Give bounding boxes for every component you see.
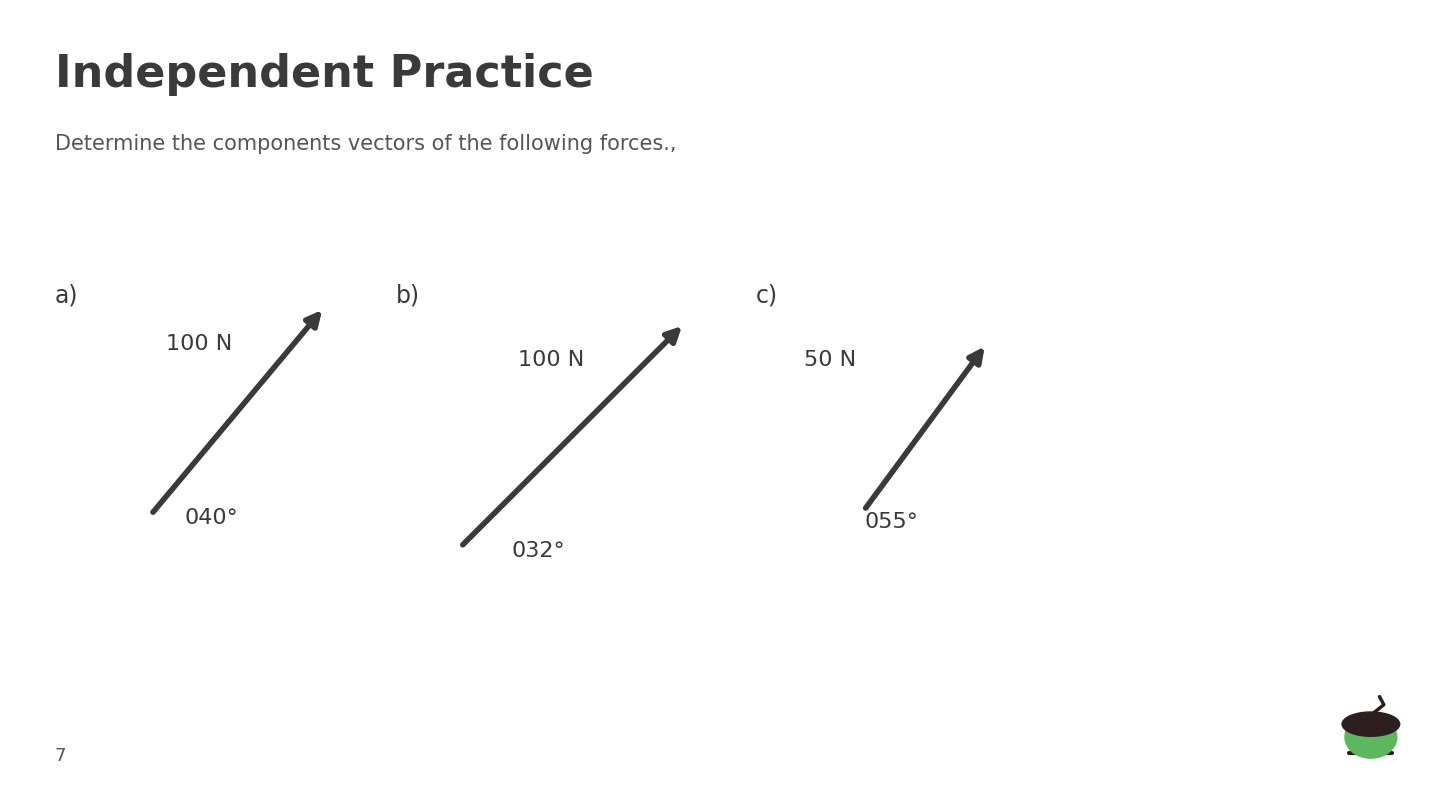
- Text: 100 N: 100 N: [518, 351, 585, 370]
- Ellipse shape: [1342, 712, 1400, 736]
- Text: 032°: 032°: [511, 541, 564, 561]
- Text: 50 N: 50 N: [804, 351, 855, 370]
- Text: 040°: 040°: [184, 509, 238, 528]
- Text: a): a): [55, 284, 78, 308]
- Text: c): c): [756, 284, 778, 308]
- Text: 055°: 055°: [864, 513, 917, 532]
- Text: Independent Practice: Independent Practice: [55, 53, 593, 96]
- Text: b): b): [396, 284, 420, 308]
- Ellipse shape: [1345, 716, 1397, 758]
- Text: 100 N: 100 N: [166, 335, 232, 354]
- Text: 7: 7: [55, 748, 66, 765]
- Text: Determine the components vectors of the following forces.,: Determine the components vectors of the …: [55, 134, 677, 154]
